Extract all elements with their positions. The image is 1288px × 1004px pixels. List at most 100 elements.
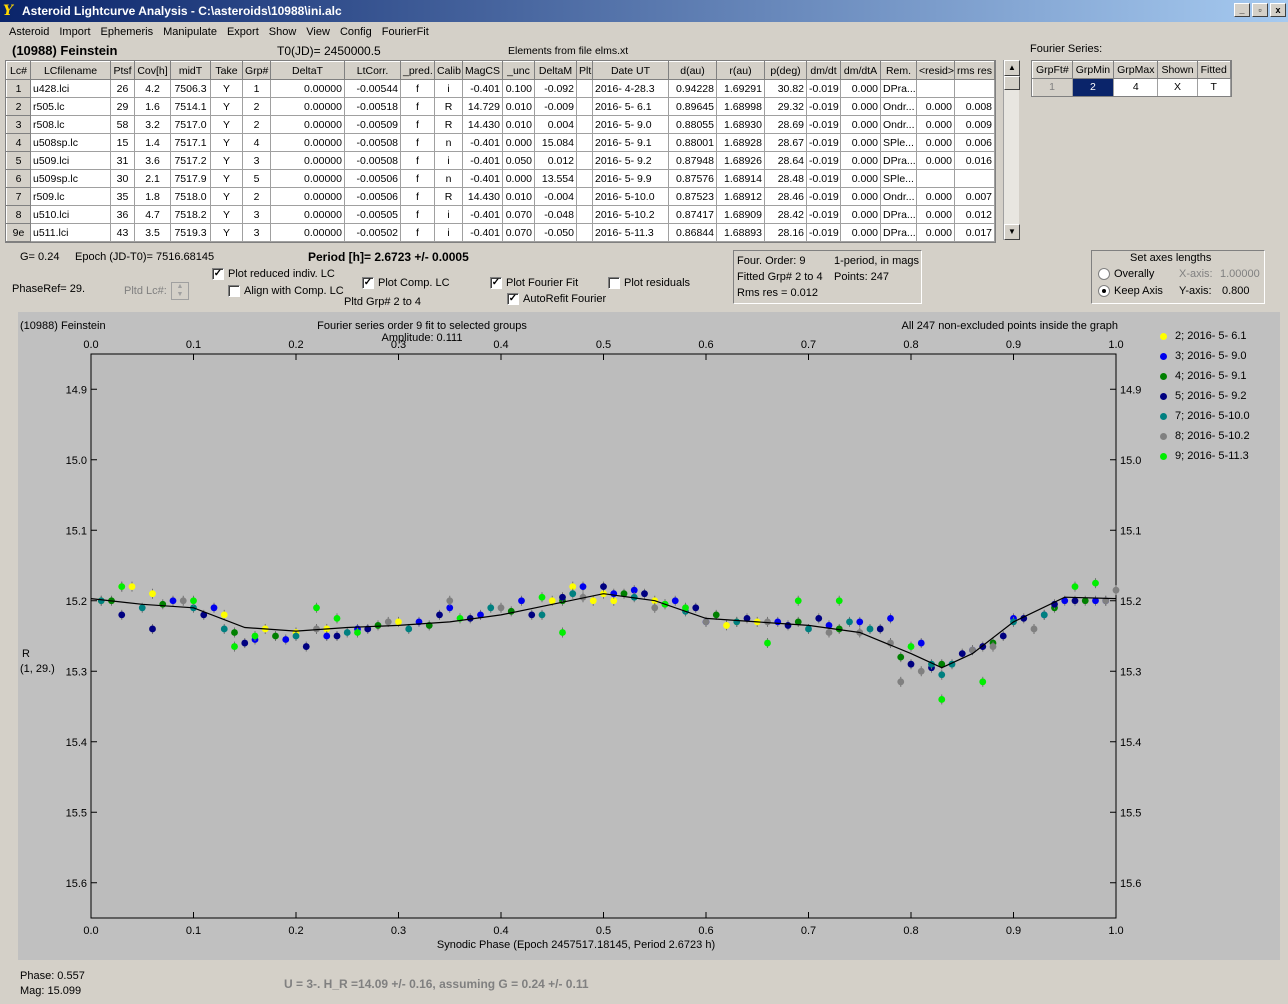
table-cell[interactable]: Y (210, 151, 243, 170)
fourier-cell-fitted[interactable]: T (1197, 78, 1231, 96)
table-cell[interactable]: 0.00000 (270, 79, 345, 98)
table-cell[interactable]: 1.6 (134, 97, 171, 116)
fourier-cell-shown[interactable]: X (1157, 78, 1198, 96)
menu-asteroid[interactable]: Asteroid (9, 26, 50, 38)
table-cell[interactable]: 7517.2 (170, 151, 211, 170)
table-cell[interactable]: 0.00000 (270, 115, 345, 134)
table-cell[interactable]: -0.009 (534, 97, 577, 116)
table-cell[interactable]: 0.00000 (270, 187, 345, 206)
table-cell[interactable]: DPra... (880, 205, 917, 224)
table-cell[interactable]: 0.94228 (668, 79, 717, 98)
table-cell[interactable]: -0.401 (462, 169, 503, 188)
table-cell[interactable] (576, 133, 593, 152)
lightcurve-table[interactable]: Lc# LCfilename Ptsf Cov[h] midT Take Grp# Delta… (5, 60, 996, 243)
table-cell[interactable]: SPle... (880, 169, 917, 188)
table-cell[interactable]: 0.009 (954, 115, 995, 134)
lightcurve-plot-panel[interactable]: 0.0 0.0 0.1 0.1 0.2 0.2 0.3 0.3 0.4 0.4 0.5 0.5 0.6 0… (18, 312, 1280, 960)
table-cell[interactable] (576, 115, 593, 134)
table-cell[interactable]: -0.019 (806, 133, 841, 152)
table-cell[interactable]: 0.100 (502, 79, 535, 98)
table-cell[interactable]: 5 (242, 169, 271, 188)
table-cell[interactable]: Y (210, 133, 243, 152)
table-cell[interactable]: 28.42 (764, 205, 807, 224)
minimize-button[interactable]: _ (1234, 3, 1250, 17)
table-cell[interactable]: 1.68914 (716, 169, 765, 188)
table-cell[interactable] (916, 79, 955, 98)
table-cell[interactable]: DPra... (880, 223, 917, 242)
pltd-lc-spinner[interactable]: ▲ ▼ (171, 282, 189, 300)
table-cell[interactable]: -0.00506 (344, 169, 401, 188)
fourier-cell-grpmax[interactable]: 4 (1113, 78, 1159, 96)
table-cell[interactable]: -0.00544 (344, 79, 401, 98)
table-cell[interactable]: f (400, 151, 435, 170)
table-cell[interactable]: 3.2 (134, 115, 171, 134)
table-cell[interactable]: 0.010 (502, 97, 535, 116)
table-cell[interactable]: -0.019 (806, 115, 841, 134)
table-cell[interactable] (576, 169, 593, 188)
table-cell[interactable]: 3 (242, 223, 271, 242)
col-header[interactable]: dm/dt (806, 61, 841, 80)
table-row[interactable]: 7 r509.lc 35 1.8 7518.0 Y 2 0.00000 -0.00506 f R 14… (6, 187, 995, 206)
col-header[interactable]: Ptsf (110, 61, 135, 80)
menu-show[interactable]: Show (268, 26, 297, 38)
table-cell[interactable]: -0.00509 (344, 115, 401, 134)
table-cell[interactable]: 3 (242, 151, 271, 170)
table-cell[interactable]: 0.000 (840, 115, 881, 134)
table-cell[interactable]: r508.lc (30, 115, 111, 134)
table-cell[interactable]: 2.1 (134, 169, 171, 188)
table-cell[interactable]: 0.00000 (270, 169, 345, 188)
phaseref-value[interactable]: PhaseRef= 29. (12, 283, 86, 295)
table-cell[interactable]: 0.004 (534, 115, 577, 134)
table-cell[interactable]: 28.48 (764, 169, 807, 188)
table-cell[interactable]: 0.000 (916, 115, 955, 134)
table-cell[interactable]: 0.000 (840, 205, 881, 224)
table-cell[interactable]: 4 (242, 133, 271, 152)
col-header[interactable]: DeltaM (534, 61, 577, 80)
table-cell[interactable]: n (434, 169, 463, 188)
col-header[interactable]: Lc# (6, 61, 31, 80)
table-cell[interactable]: Y (210, 169, 243, 188)
table-cell[interactable]: DPra... (880, 151, 917, 170)
table-cell[interactable]: u509.lci (30, 151, 111, 170)
table-cell[interactable]: 0.88055 (668, 115, 717, 134)
table-cell[interactable]: 2 (242, 115, 271, 134)
table-cell[interactable]: 30.82 (764, 79, 807, 98)
table-cell[interactable]: 14.430 (462, 115, 503, 134)
table-cell[interactable]: -0.004 (534, 187, 577, 206)
col-header[interactable]: dm/dtA (840, 61, 881, 80)
table-cell[interactable]: f (400, 223, 435, 242)
table-cell[interactable]: 0.000 (916, 205, 955, 224)
table-cell[interactable]: 0.070 (502, 205, 535, 224)
table-cell[interactable]: u510.lci (30, 205, 111, 224)
table-cell[interactable]: 1.68909 (716, 205, 765, 224)
table-cell[interactable] (576, 151, 593, 170)
table-cell[interactable]: 14.430 (462, 187, 503, 206)
col-header[interactable]: _unc (502, 61, 535, 80)
table-cell[interactable]: 7518.0 (170, 187, 211, 206)
table-cell[interactable]: 0.007 (954, 187, 995, 206)
keep-axis-radio[interactable]: Keep Axis (1098, 285, 1163, 298)
table-cell[interactable] (576, 223, 593, 242)
table-cell[interactable]: 1.68926 (716, 151, 765, 170)
col-header[interactable]: Plt (576, 61, 593, 80)
table-cell[interactable]: 2016- 5-10.2 (592, 205, 669, 224)
table-cell[interactable]: 2 (242, 97, 271, 116)
menu-manipulate[interactable]: Manipulate (163, 26, 217, 38)
table-cell[interactable]: -0.00518 (344, 97, 401, 116)
col-header[interactable]: midT (170, 61, 211, 80)
table-cell[interactable]: 0.000 (916, 187, 955, 206)
table-cell[interactable]: 0.016 (954, 151, 995, 170)
table-scrollbar[interactable]: ▲ ▼ (1003, 60, 1020, 240)
table-cell[interactable]: i (434, 79, 463, 98)
table-cell[interactable]: 15.084 (534, 133, 577, 152)
table-cell[interactable]: -0.401 (462, 223, 503, 242)
table-cell[interactable]: 0.87576 (668, 169, 717, 188)
table-cell[interactable]: 0.000 (916, 97, 955, 116)
table-cell[interactable]: Ondr... (880, 115, 917, 134)
table-cell[interactable]: -0.401 (462, 79, 503, 98)
table-cell[interactable]: 2016- 5- 9.2 (592, 151, 669, 170)
table-cell[interactable]: r505.lc (30, 97, 111, 116)
table-cell[interactable]: 0.00000 (270, 97, 345, 116)
table-cell[interactable]: 1.8 (134, 187, 171, 206)
table-cell[interactable]: 4.7 (134, 205, 171, 224)
